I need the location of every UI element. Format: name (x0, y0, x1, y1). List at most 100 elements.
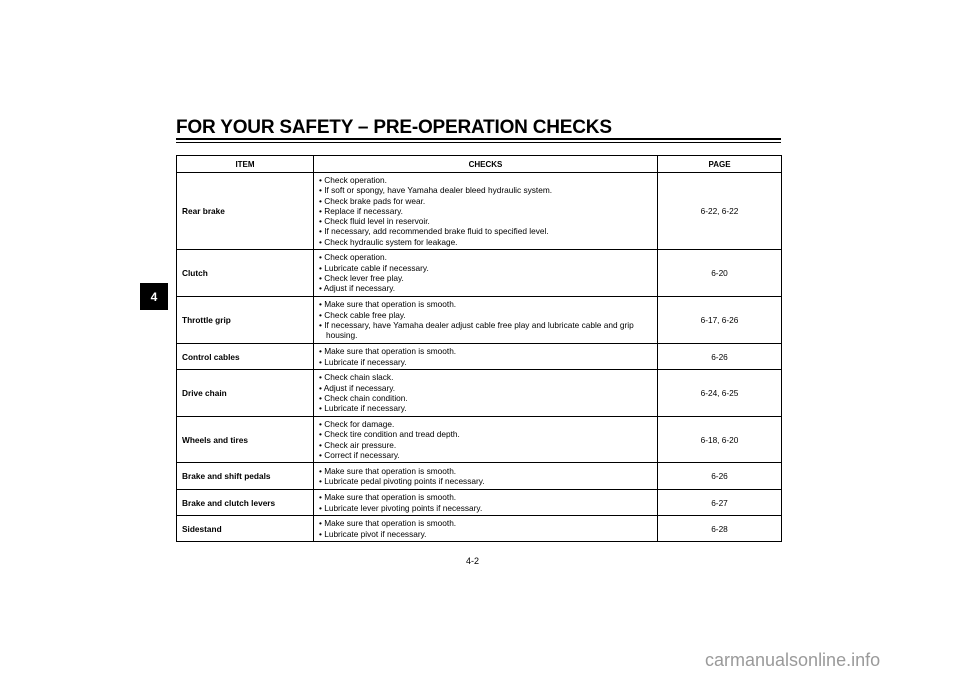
check-text: Check operation. (324, 252, 387, 263)
table-row: Brake and shift pedals • Make sure that o… (176, 462, 782, 491)
header-item: ITEM (176, 155, 314, 173)
check-bullet: • Replace if necessary. (319, 205, 403, 216)
check-text: Check chain slack. (324, 372, 394, 383)
check-text: Lubricate if necessary. (324, 403, 407, 414)
row-item: Brake and clutch levers (176, 489, 314, 517)
check-bullet: • Adjust if necessary. (319, 382, 396, 393)
row-item: Drive chain (176, 369, 314, 418)
row-item: Sidestand (176, 515, 314, 543)
check-text: Adjust if necessary. (323, 382, 396, 393)
check-text: Check lever free play. (324, 273, 404, 284)
check-text: Make sure that operation is smooth. (324, 346, 457, 357)
check-text: If necessary, add recommended brake flui… (324, 226, 549, 237)
table-row: Drive chain • Check chain slack. • Adjust … (176, 369, 782, 418)
row-item: Control cables (176, 343, 314, 371)
check-text: Replace if necessary. (324, 205, 403, 216)
check-bullet: • Check air pressure. (319, 439, 397, 450)
check-bullet: • Make sure that operation is smooth. (319, 299, 457, 310)
check-bullet: • Lubricate if necessary. (319, 356, 407, 367)
row-checks: • Make sure that operation is smooth. • L… (313, 343, 658, 371)
check-bullet: • Lubricate if necessary. (319, 403, 407, 414)
check-text: Make sure that operation is smooth. (324, 299, 457, 310)
check-text: Check tire condition and tread depth. (324, 429, 460, 440)
page-number: 4-2 (466, 556, 480, 566)
check-text: Check chain condition. (324, 393, 408, 404)
check-bullet: • Make sure that operation is smooth. (319, 465, 457, 476)
check-text: Correct if necessary. (324, 449, 400, 460)
check-text: Check brake pads for wear. (324, 195, 426, 206)
row-checks: • Check chain slack. • Adjust if necessar… (313, 369, 658, 418)
check-bullet: • Check fluid level in reservoir. (319, 216, 430, 227)
row-page: 6-26 (657, 462, 782, 491)
check-bullet: • Check hydraulic system for leakage. (319, 236, 458, 247)
row-checks: • Check operation. • Lubricate cable if n… (313, 249, 658, 298)
check-text: Adjust if necessary. (323, 283, 396, 294)
check-bullet: • Check chain condition. (319, 393, 408, 404)
table-row: Brake and clutch levers • Make sure that … (176, 489, 782, 517)
check-bullet: • Check for damage. (319, 419, 395, 430)
check-text: Check air pressure. (324, 439, 397, 450)
title-rule (176, 138, 781, 140)
row-checks: • Check operation. • If soft or spongy, h… (313, 171, 658, 251)
check-text: Lubricate pivot if necessary. (324, 528, 427, 539)
check-text: Lubricate pedal pivoting points if neces… (324, 476, 485, 487)
row-page: 6-17, 6-26 (657, 296, 782, 345)
table-row: Sidestand • Make sure that operation is s… (176, 515, 782, 543)
check-bullet: • Check tire condition and tread depth. (319, 429, 460, 440)
title-rule-thin (176, 142, 781, 143)
table-row: Wheels and tires • Check for damage. • Che… (176, 416, 782, 464)
check-bullet: • Lubricate lever pivoting points if nec… (319, 502, 483, 513)
check-text: If necessary, have Yamaha dealer adjust … (324, 320, 634, 341)
row-page: 6-20 (657, 249, 782, 298)
check-text: Make sure that operation is smooth. (324, 492, 457, 503)
check-text: Lubricate if necessary. (324, 356, 407, 367)
check-bullet: • Check lever free play. (319, 273, 404, 284)
chapter-tab: 4 (140, 283, 168, 310)
check-bullet: • Lubricate pivot if necessary. (319, 528, 427, 539)
check-text: If soft or spongy, have Yamaha dealer bl… (324, 185, 553, 196)
check-text: Make sure that operation is smooth. (324, 518, 457, 529)
check-bullet: • Check operation. (319, 175, 387, 185)
table-row: Control cables • Make sure that operation… (176, 343, 782, 371)
table-row: Rear brake • Check operation. • If soft or… (176, 171, 782, 251)
check-bullet: • Lubricate pedal pivoting points if nec… (319, 476, 485, 487)
row-page: 6-24, 6-25 (657, 369, 782, 418)
check-bullet: • Check cable free play. (319, 309, 406, 320)
check-bullet: • Make sure that operation is smooth. (319, 346, 457, 357)
check-bullet: • Check chain slack. (319, 372, 394, 383)
row-page: 6-26 (657, 343, 782, 371)
header-page: PAGE (657, 155, 782, 173)
row-checks: • Check for damage. • Check tire conditio… (313, 416, 658, 464)
check-bullet: • If necessary, add recommended brake fl… (319, 226, 549, 237)
row-item: Clutch (176, 249, 314, 298)
check-text: Make sure that operation is smooth. (324, 465, 457, 476)
check-text: Check cable free play. (324, 309, 406, 320)
check-bullet: • Lubricate cable if necessary. (319, 262, 429, 273)
row-item: Brake and shift pedals (176, 462, 314, 491)
row-page: 6-22, 6-22 (657, 171, 782, 251)
row-page: 6-27 (657, 489, 782, 517)
check-text: Check fluid level in reservoir. (324, 216, 430, 227)
row-checks: • Make sure that operation is smooth. • L… (313, 489, 658, 517)
check-text: Check operation. (324, 175, 387, 185)
page-title: FOR YOUR SAFETY – PRE-OPERATION CHECKS (176, 117, 612, 138)
table-row: Clutch • Check operation. • Lubricate cabl… (176, 249, 782, 298)
check-bullet: • If necessary, have Yamaha dealer adjus… (319, 320, 634, 341)
check-text: Check for damage. (324, 419, 395, 430)
check-bullet: • Check brake pads for wear. (319, 195, 426, 206)
row-page: 6-28 (657, 515, 782, 543)
row-checks: • Make sure that operation is smooth. • C… (313, 296, 658, 345)
watermark: carmanualsonline.info (705, 650, 881, 670)
check-text: Lubricate lever pivoting points if neces… (324, 502, 483, 513)
row-item: Wheels and tires (176, 416, 314, 464)
check-bullet: • Adjust if necessary. (319, 283, 396, 294)
row-checks: • Make sure that operation is smooth. • L… (313, 462, 658, 491)
check-text: Lubricate cable if necessary. (324, 262, 429, 273)
check-bullet: • Check operation. (319, 252, 387, 263)
check-bullet: • Make sure that operation is smooth. (319, 492, 457, 503)
row-page: 6-18, 6-20 (657, 416, 782, 464)
checks-table: ITEM CHECKS PAGE Rear brake • Check opera… (176, 155, 782, 543)
header-checks: CHECKS (313, 155, 658, 173)
row-item: Throttle grip (176, 296, 314, 345)
